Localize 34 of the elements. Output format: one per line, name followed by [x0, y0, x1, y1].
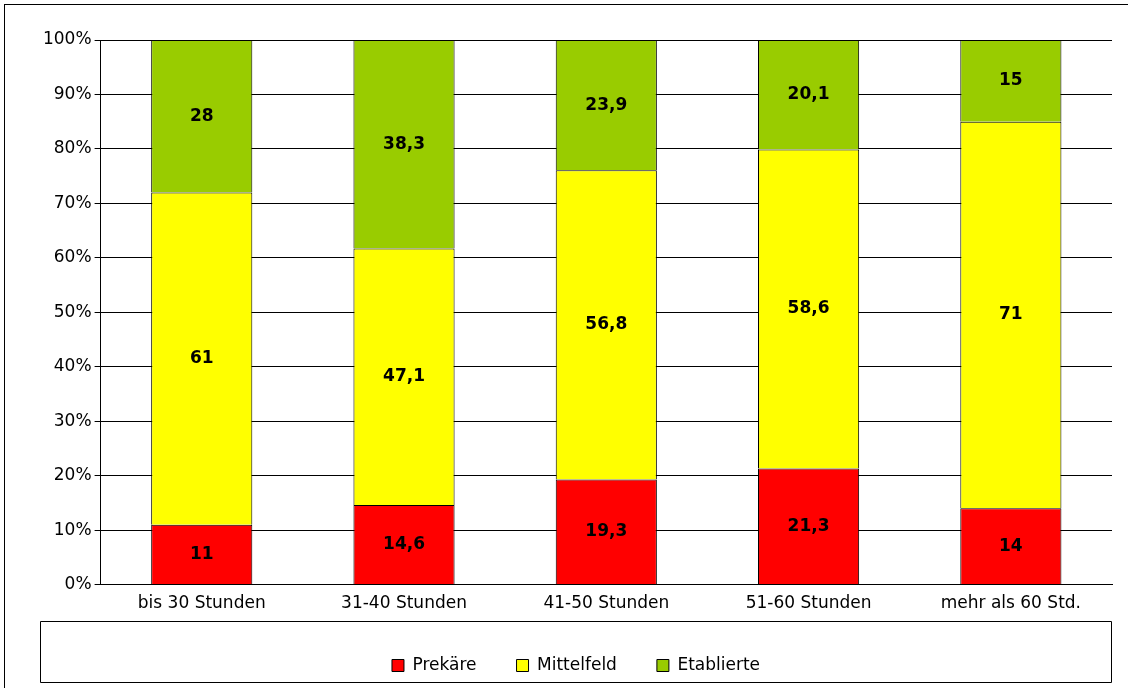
data-label: 11 [189, 542, 214, 563]
data-label: 71 [999, 303, 1023, 324]
data-label: 58,6 [787, 297, 830, 318]
y-tick-label: 40% [53, 355, 92, 376]
y-tick-label: 60% [53, 246, 92, 267]
x-tick-label: 51-60 Stunden [745, 592, 872, 613]
data-label: 20,1 [787, 83, 830, 104]
y-tick-label: 50% [53, 300, 92, 321]
data-label: 19,3 [585, 520, 628, 541]
y-tick-label: 80% [53, 137, 92, 158]
y-tick-label: 70% [53, 191, 92, 212]
y-tick-label: 20% [53, 464, 92, 485]
data-label: 47,1 [383, 365, 425, 386]
y-tick-label: 30% [53, 409, 92, 430]
data-label: 61 [189, 347, 214, 368]
data-label: 14,6 [383, 533, 425, 554]
data-label: 38,3 [383, 132, 425, 153]
y-tick-label: 10% [53, 518, 92, 539]
x-tick-label: 41-50 Stunden [543, 592, 670, 613]
data-label: 21,3 [787, 514, 830, 535]
x-tick-label: mehr als 60 Std. [940, 592, 1081, 613]
legend-label: Prekäre [412, 653, 477, 674]
legend-label: Etablierte [677, 653, 761, 674]
data-label: 56,8 [585, 313, 628, 334]
x-tick-label: 31-40 Stunden [341, 592, 467, 613]
legend-label: Mittelfeld [537, 653, 617, 674]
y-tick-label: 100% [42, 28, 92, 49]
x-tick-label: bis 30 Stunden [137, 592, 266, 613]
data-label: 28 [189, 104, 214, 125]
data-label: 14 [999, 534, 1023, 555]
y-tick-label: 90% [53, 82, 92, 103]
data-label: 23,9 [585, 93, 628, 114]
data-label: 15 [999, 69, 1023, 90]
y-tick-label: 0% [64, 573, 92, 594]
